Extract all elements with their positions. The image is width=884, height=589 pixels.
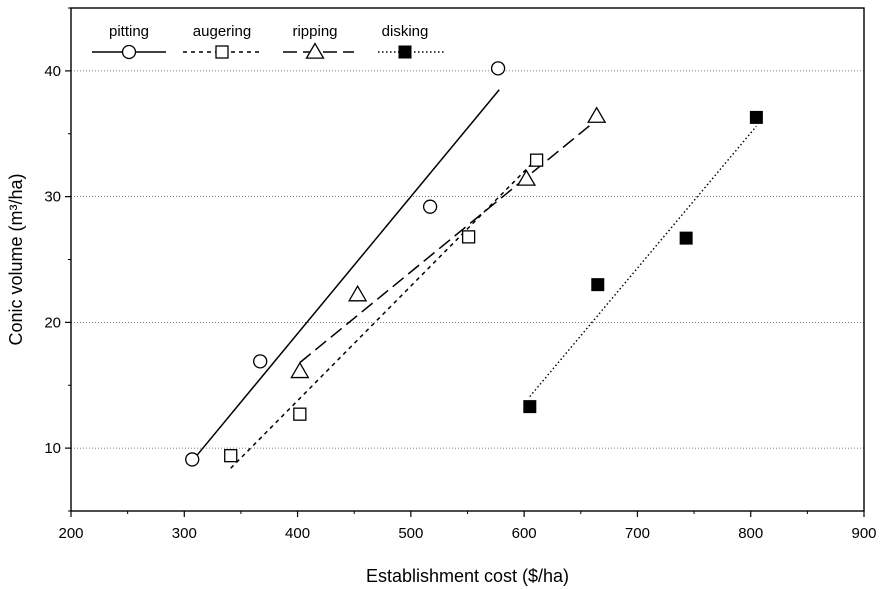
point-ripping [290, 361, 310, 379]
legend-marker-disking [398, 45, 412, 59]
point-augering [224, 449, 238, 463]
legend-label-pitting: pitting [109, 23, 149, 40]
x-axis-title: Establishment cost ($/ha) [366, 566, 569, 586]
point-augering [529, 153, 544, 167]
y-tick-label-40: 40 [44, 63, 61, 80]
axis-ticks: 200 300 400 500 600 700 800 900 10 20 30 40 [44, 7, 877, 542]
fit-line-ripping [299, 119, 598, 364]
point-ripping [516, 169, 537, 186]
x-tick-label-300: 300 [172, 525, 197, 542]
x-tick-label-400: 400 [285, 525, 310, 542]
legend-label-augering: augering [193, 23, 251, 40]
legend-marker-ripping [305, 42, 325, 59]
point-ripping [347, 284, 368, 302]
x-tick-label-700: 700 [625, 525, 650, 542]
point-disking [523, 400, 537, 414]
fit-lines [195, 89, 757, 469]
x-tick-label-200: 200 [58, 525, 83, 542]
x-tick-label-800: 800 [738, 525, 763, 542]
x-tick-label-600: 600 [512, 525, 537, 542]
point-disking [749, 110, 763, 124]
point-pitting [253, 354, 268, 369]
point-pitting [422, 199, 438, 214]
y-axis-title: Conic volume (m³/ha) [6, 173, 26, 345]
data-points [185, 61, 763, 467]
y-tick-label-30: 30 [44, 189, 61, 206]
grid [71, 70, 864, 449]
plot-area [70, 7, 865, 512]
legend-marker-augering [215, 45, 229, 59]
point-disking [591, 278, 605, 292]
legend-marker-pitting [121, 44, 137, 60]
y-tick-label-10: 10 [44, 440, 61, 457]
fit-line-pitting [195, 89, 500, 458]
point-augering [293, 407, 307, 421]
legend: pitting augering ripping disking [92, 23, 446, 60]
x-tick-label-500: 500 [398, 525, 423, 542]
point-pitting [185, 452, 200, 467]
fit-line-disking [529, 125, 757, 398]
legend-label-disking: disking [382, 23, 429, 40]
point-disking [679, 231, 693, 245]
y-tick-label-20: 20 [44, 314, 61, 331]
point-augering [461, 230, 476, 244]
point-ripping [587, 106, 607, 123]
point-pitting [490, 61, 506, 76]
legend-label-ripping: ripping [292, 23, 337, 40]
fit-line-augering [230, 158, 538, 469]
x-tick-label-900: 900 [851, 525, 876, 542]
